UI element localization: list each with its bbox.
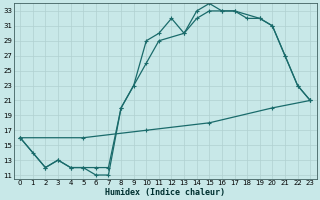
X-axis label: Humidex (Indice chaleur): Humidex (Indice chaleur) (105, 188, 225, 197)
